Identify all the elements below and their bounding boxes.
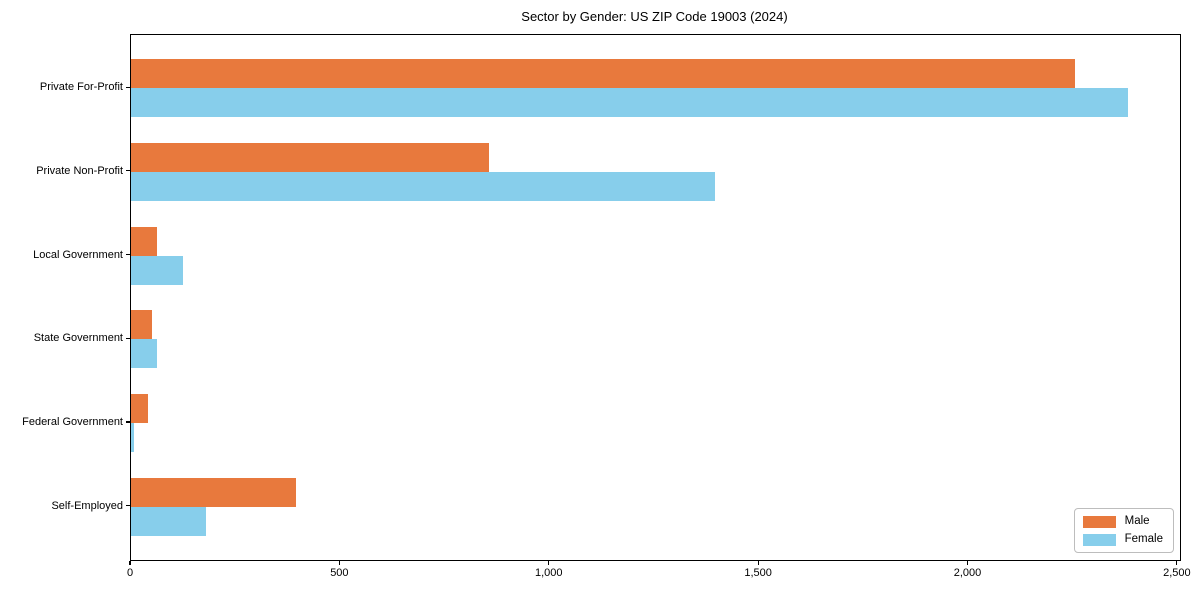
bar-male-3 [131, 226, 158, 256]
y-tick-label: Private For-Profit [39, 81, 123, 94]
x-tick-mark [548, 560, 550, 565]
x-tick-label: 2,500 [1163, 567, 1191, 579]
x-tick-mark [129, 560, 131, 565]
bar-male-5 [131, 394, 148, 424]
y-tick-mark [126, 337, 130, 339]
bar-male-6 [131, 477, 297, 507]
legend-swatch-male [1082, 515, 1116, 528]
y-tick-mark [126, 170, 130, 172]
y-tick-mark [126, 86, 130, 88]
y-tick-mark [126, 254, 130, 256]
legend-item-female: Female [1082, 533, 1163, 546]
x-tick-mark [966, 560, 969, 565]
y-tick-label: Private Non-Profit [36, 164, 123, 177]
y-tick-mark [126, 421, 130, 423]
x-tick-mark [338, 560, 340, 565]
x-tick-label: 0 [126, 567, 134, 579]
bar-female-4 [131, 339, 157, 369]
legend: Male Female [1073, 508, 1174, 553]
x-tick-label: 1,000 [534, 567, 563, 579]
bar-female-6 [131, 506, 207, 536]
y-tick-label: Local Government [33, 248, 123, 261]
x-tick-label: 2,000 [953, 567, 982, 579]
y-tick-label: State Government [33, 332, 123, 345]
bar-male-4 [131, 310, 152, 340]
legend-label-female: Female [1124, 533, 1163, 545]
y-tick-mark [126, 505, 130, 507]
plot-area: Male Female [130, 34, 1181, 561]
x-tick-mark [757, 560, 759, 565]
legend-swatch-female [1082, 533, 1116, 546]
x-tick-mark [1176, 560, 1178, 565]
bar-female-3 [131, 255, 184, 285]
bar-female-1 [131, 88, 1128, 118]
y-tick-label: Federal Government [22, 416, 123, 429]
x-tick-label: 1,500 [744, 567, 772, 579]
legend-item-male: Male [1082, 515, 1163, 528]
x-tick-label: 500 [330, 567, 349, 579]
bar-male-1 [131, 59, 1076, 89]
bar-female-5 [131, 423, 135, 453]
legend-label-male: Male [1124, 515, 1150, 527]
y-tick-label: Self-Employed [51, 499, 123, 512]
bar-female-2 [131, 171, 716, 201]
chart-title: Sector by Gender: US ZIP Code 19003 (202… [521, 9, 788, 24]
bar-male-2 [131, 142, 490, 172]
